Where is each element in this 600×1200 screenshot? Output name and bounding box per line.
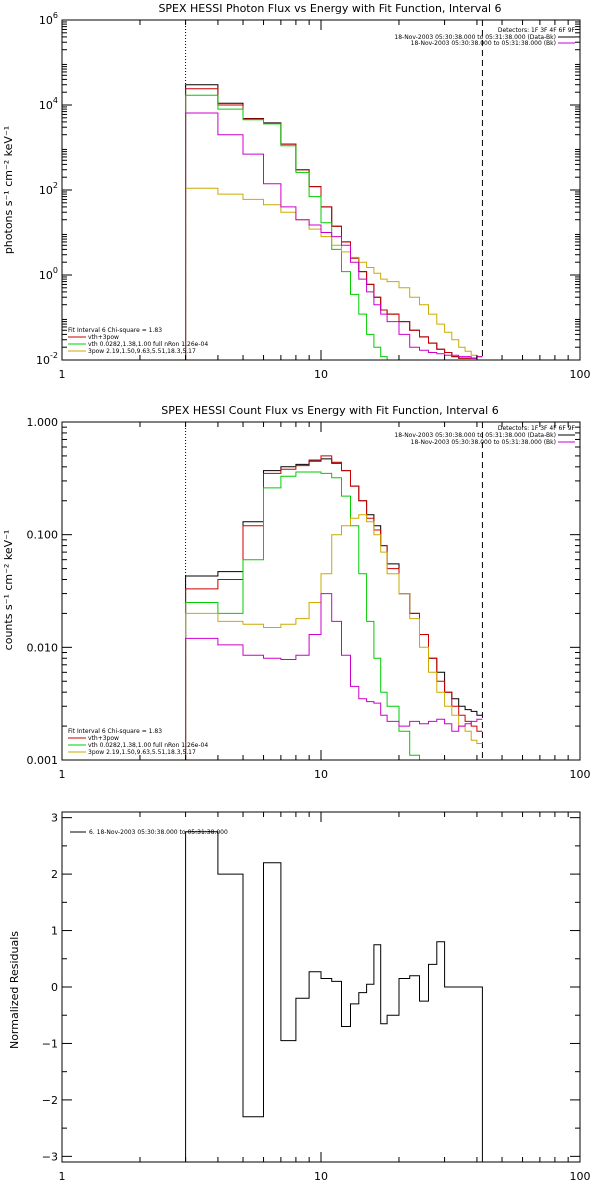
axes: 1 10 100 0.001 0.010 0.100 1.000 <box>27 416 591 781</box>
legend-bk: 18-Nov-2003 05:30:38.000 to 05:31:38.000… <box>411 40 556 47</box>
series-vth-3pow <box>185 88 483 360</box>
legend-top: 6. 18-Nov-2003 05:30:38.000 to 05:31:38.… <box>70 829 228 836</box>
count-flux-chart: SPEX HESSI Count Flux vs Energy with Fit… <box>2 404 591 781</box>
legend-bottom: Fit Interval 6 Chi-square = 1.83 vth+3po… <box>68 728 208 756</box>
y-tick-label: 3 <box>51 812 58 825</box>
legend-top: Detectors: 1F 3F 4F 6F 9F 18-Nov-2003 05… <box>394 27 575 47</box>
series-6-18-nov-2003-05-30-38-000-to-05-31-38-000 <box>185 831 483 1162</box>
x-tick-label: 10 <box>314 368 328 381</box>
y-tick-label: 2 <box>51 868 58 881</box>
plot-area <box>185 20 483 361</box>
series-bk <box>185 112 483 360</box>
y-axis-label: photons s⁻¹ cm⁻² keV⁻¹ <box>2 126 15 254</box>
legend-fit-interval: Fit Interval 6 Chi-square = 1.83 <box>68 728 162 735</box>
y-tick-label: −3 <box>42 1150 58 1163</box>
y-tick-label: −2 <box>42 1094 58 1107</box>
x-tick-label: 1 <box>59 1170 66 1183</box>
x-tick-label: 100 <box>570 768 591 781</box>
x-tick-label: 100 <box>570 368 591 381</box>
legend-bk: 18-Nov-2003 05:30:38.000 to 05:31:38.000… <box>411 439 556 446</box>
axes: 1 10 100 −3 −2 −1 0 1 2 3 <box>42 812 591 1183</box>
series-data-bk <box>185 84 483 360</box>
x-tick-label: 10 <box>314 768 328 781</box>
chart-title: SPEX HESSI Photon Flux vs Energy with Fi… <box>158 2 501 15</box>
series-vth <box>185 471 483 761</box>
series-data-bk <box>185 458 483 760</box>
y-tick-label: 100 <box>39 266 58 282</box>
y-tick-label: −1 <box>42 1037 58 1050</box>
legend-top: Detectors: 1F 3F 4F 6F 9F 18-Nov-2003 05… <box>394 425 575 446</box>
legend-vth: vth 0.0282,1.38,1.00 full nRon 1.26e-04 <box>88 742 208 749</box>
x-tick-label: 100 <box>570 1170 591 1183</box>
x-tick-label: 1 <box>59 768 66 781</box>
axes: 1 10 100 10-2 100 102 104 106 <box>36 11 590 381</box>
legend-fit-interval: Fit Interval 6 Chi-square = 1.83 <box>68 327 162 334</box>
plot-area <box>185 422 483 761</box>
x-tick-label: 10 <box>314 1170 328 1183</box>
legend-3pow: 3pow 2.19,1.50,9.63,5.51,18.3,5.17 <box>88 348 196 355</box>
y-tick-label: 106 <box>39 11 58 27</box>
legend-3pow: 3pow 2.19,1.50,9.63,5.51,18.3,5.17 <box>88 749 196 756</box>
legend-vth3pow: vth+3pow <box>88 334 119 341</box>
y-tick-label: 0.010 <box>27 641 59 654</box>
y-tick-label: 0 <box>51 981 58 994</box>
legend-detectors: Detectors: 1F 3F 4F 6F 9F <box>498 425 576 432</box>
series-bk <box>185 593 483 760</box>
series-3pow <box>185 187 483 360</box>
y-tick-label: 1 <box>51 925 58 938</box>
series-vth-3pow <box>185 455 483 760</box>
series-3pow <box>185 514 483 760</box>
y-tick-label: 0.001 <box>27 754 59 767</box>
y-tick-label: 1.000 <box>27 416 59 429</box>
legend-bottom: Fit Interval 6 Chi-square = 1.83 vth+3po… <box>68 327 208 355</box>
y-tick-label: 10-2 <box>36 351 58 367</box>
chart-title: SPEX HESSI Count Flux vs Energy with Fit… <box>161 404 498 417</box>
legend-interval: 6. 18-Nov-2003 05:30:38.000 to 05:31:38.… <box>89 829 228 836</box>
legend-detectors: Detectors: 1F 3F 4F 6F 9F <box>498 27 576 34</box>
plot-area <box>185 831 483 1162</box>
photon-flux-chart: SPEX HESSI Photon Flux vs Energy with Fi… <box>2 2 591 381</box>
y-tick-label: 102 <box>39 181 58 197</box>
plot-frame <box>61 811 581 1163</box>
y-axis-label: Normalized Residuals <box>8 931 21 1049</box>
legend-vth: vth 0.0282,1.38,1.00 full nRon 1.26e-04 <box>88 341 208 348</box>
y-tick-label: 104 <box>39 96 58 112</box>
y-tick-label: 0.100 <box>27 529 59 542</box>
residuals-chart: 1 10 100 −3 −2 −1 0 1 2 3 Normalized Residuals 6.… <box>8 811 591 1183</box>
x-tick-label: 1 <box>59 368 66 381</box>
legend-vth3pow: vth+3pow <box>88 735 119 742</box>
legend-data-bk: 18-Nov-2003 05:30:38.000 to 05:31:38.000… <box>394 432 556 439</box>
y-axis-label: counts s⁻¹ cm⁻² keV⁻¹ <box>2 530 15 651</box>
legend-data-bk: 18-Nov-2003 05:30:38.000 to 05:31:38.000… <box>394 34 556 41</box>
